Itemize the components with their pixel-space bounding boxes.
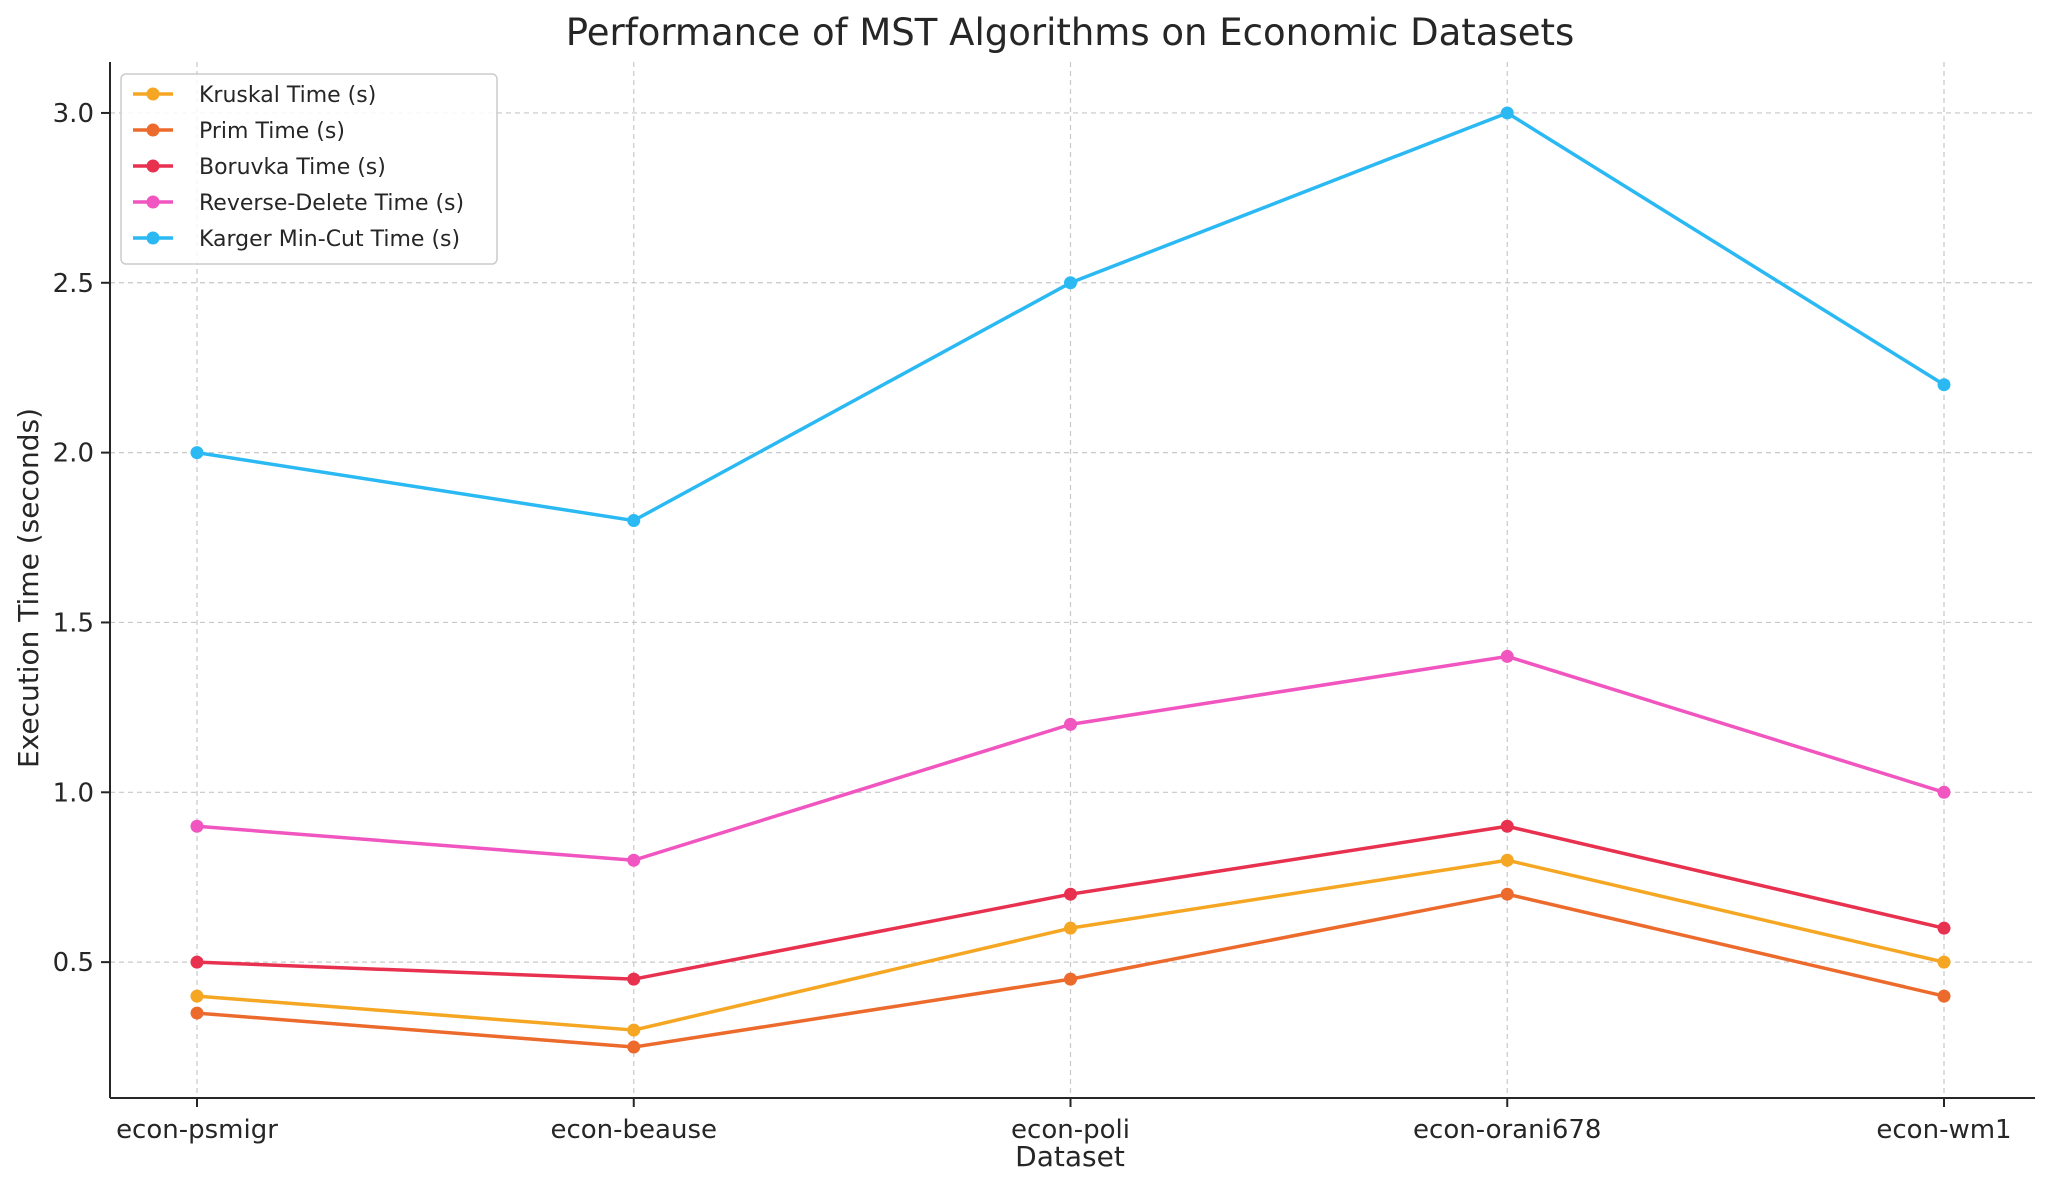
y-tick-label: 0.5 — [53, 948, 94, 978]
data-point — [627, 1023, 641, 1037]
data-point — [627, 1040, 641, 1054]
legend-entry: Karger Min-Cut Time (s) — [133, 227, 460, 252]
series-3 — [190, 649, 1951, 867]
y-tick-label: 2.0 — [53, 439, 94, 469]
data-point — [1064, 276, 1077, 290]
data-point — [1937, 989, 1951, 1003]
x-tick-label: econ-beause — [550, 1115, 717, 1145]
legend-label: Kruskal Time (s) — [199, 83, 376, 108]
data-point — [1937, 921, 1951, 935]
legend-swatch-marker — [146, 195, 160, 209]
legend-label: Karger Min-Cut Time (s) — [199, 227, 460, 252]
x-tick-label: econ-orani678 — [1413, 1115, 1601, 1145]
legend-swatch-marker — [146, 123, 160, 137]
y-tick-label: 1.0 — [53, 778, 94, 808]
series-4 — [190, 106, 1951, 528]
chart-title: Performance of MST Algorithms on Economi… — [566, 11, 1575, 54]
legend-label: Boruvka Time (s) — [199, 155, 386, 180]
legend: Kruskal Time (s) Prim Time (s) Boruvka Tim… — [120, 73, 498, 265]
legend-entry: Reverse-Delete Time (s) — [133, 191, 464, 216]
y-axis-title: Execution Time (seconds) — [12, 408, 45, 768]
x-tick-label: econ-psmigr — [116, 1115, 278, 1145]
data-point — [190, 989, 204, 1003]
data-point — [1500, 853, 1514, 867]
x-tick-label: econ-poli — [1011, 1115, 1130, 1145]
data-point — [1937, 955, 1951, 969]
data-point — [627, 972, 641, 986]
series-layer — [190, 106, 1951, 1054]
x-axis-title: Dataset — [1015, 1140, 1125, 1173]
data-point — [1500, 819, 1514, 833]
data-point — [627, 853, 641, 867]
data-point — [190, 955, 204, 969]
data-point — [1064, 887, 1077, 901]
grid-lines — [110, 62, 2035, 1098]
legend-entry: Prim Time (s) — [133, 119, 345, 144]
data-point — [1064, 972, 1077, 986]
legend-entry: Boruvka Time (s) — [133, 155, 386, 180]
data-point — [190, 819, 204, 833]
data-point — [1064, 921, 1077, 935]
data-point — [1937, 378, 1951, 392]
series-1 — [190, 887, 1951, 1054]
data-point — [1500, 649, 1514, 663]
data-point — [1500, 887, 1514, 901]
legend-entry: Kruskal Time (s) — [133, 83, 376, 108]
y-axis-ticks: 0.5 1.0 1.5 2.0 2.5 3.0 — [53, 99, 110, 978]
y-tick-label: 1.5 — [53, 608, 94, 638]
series-2 — [190, 819, 1951, 986]
data-point — [1937, 785, 1951, 799]
axes — [109, 62, 2035, 1099]
x-tick-label: econ-wm1 — [1876, 1115, 2011, 1145]
legend-box — [120, 73, 498, 265]
y-tick-label: 3.0 — [53, 99, 94, 129]
legend-label: Reverse-Delete Time (s) — [199, 191, 464, 216]
data-point — [190, 1006, 204, 1020]
legend-label: Prim Time (s) — [199, 119, 345, 144]
y-tick-label: 2.5 — [53, 269, 94, 299]
x-axis-ticks: econ-psmigr econ-beause econ-poli econ-oran… — [116, 1098, 2012, 1145]
legend-swatch-marker — [146, 231, 160, 245]
series-0 — [190, 853, 1951, 1037]
data-point — [1500, 106, 1514, 120]
data-point — [1064, 717, 1077, 731]
data-point — [190, 446, 204, 460]
legend-swatch-marker — [146, 159, 160, 173]
legend-swatch-marker — [146, 87, 160, 101]
data-point — [627, 514, 641, 528]
